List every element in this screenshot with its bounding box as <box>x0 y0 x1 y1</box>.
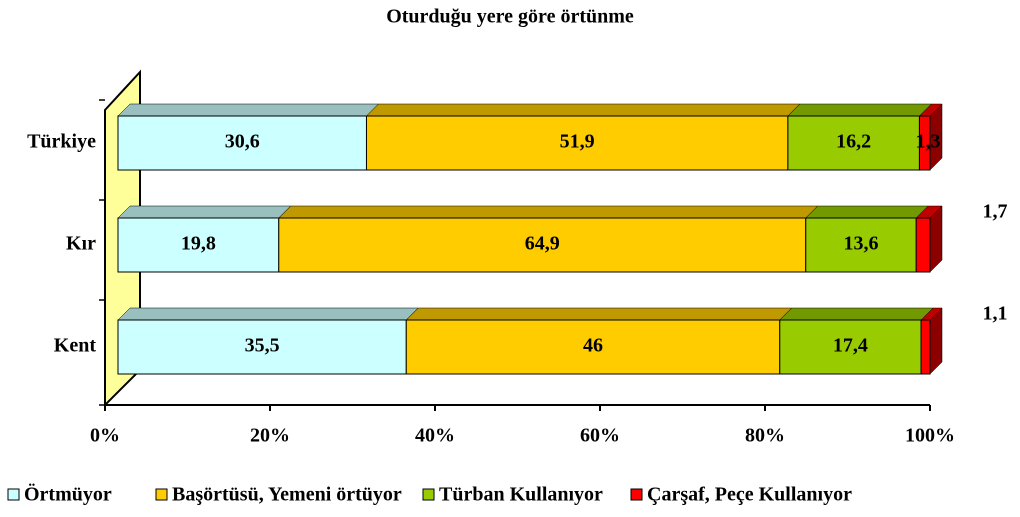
legend-swatch <box>630 488 643 501</box>
bar <box>920 319 931 375</box>
bar-top <box>779 307 934 321</box>
bar-side <box>929 205 943 273</box>
bar-top <box>805 205 929 219</box>
x-tick-label: 0% <box>90 425 120 447</box>
data-label: 30,6 <box>225 131 260 153</box>
bar <box>805 217 917 273</box>
data-label: 17,4 <box>833 335 868 357</box>
bar-top <box>405 307 793 321</box>
bar-top <box>117 307 419 321</box>
legend-label: Başörtüsü, Yemeni örtüyor <box>172 484 402 506</box>
y-tick-label: Kır <box>66 233 96 255</box>
y-tick-label: Türkiye <box>27 131 96 153</box>
bar-top <box>787 103 933 117</box>
x-tick-label: 40% <box>415 425 455 447</box>
bar <box>365 115 789 171</box>
data-label: 51,9 <box>560 131 595 153</box>
data-label: 1,3 <box>916 131 941 153</box>
data-label: 1,1 <box>983 303 1008 325</box>
data-label: 1,7 <box>983 201 1008 223</box>
x-tick-label: 80% <box>745 425 785 447</box>
bar <box>278 217 807 273</box>
bar <box>117 319 407 375</box>
data-label: 19,8 <box>181 233 216 255</box>
x-tick-label: 60% <box>580 425 620 447</box>
x-tick-label: 20% <box>250 425 290 447</box>
bar-top <box>278 205 819 219</box>
chart-title: Oturduğu yere göre örtünme <box>386 6 634 28</box>
bar-top <box>365 103 801 117</box>
bar-side <box>929 307 943 375</box>
bar <box>787 115 920 171</box>
bar <box>918 115 931 171</box>
bar-top <box>117 103 380 117</box>
bar <box>405 319 781 375</box>
y-tick-label: Kent <box>54 335 97 357</box>
data-label: 46 <box>583 335 603 357</box>
legend-label: Örtmüyor <box>24 483 112 506</box>
legend-label: Türban Kullanıyor <box>439 484 603 506</box>
data-label: 64,9 <box>525 233 560 255</box>
x-tick-label: 100% <box>905 425 955 447</box>
legend-swatch <box>7 488 20 501</box>
bar-top <box>117 205 292 219</box>
data-label: 16,2 <box>836 131 871 153</box>
data-label: 13,6 <box>843 233 878 255</box>
bar <box>915 217 931 273</box>
legend-swatch <box>155 488 168 501</box>
legend-label: Çarşaf, Peçe Kullanıyor <box>647 484 852 506</box>
legend-swatch <box>422 488 435 501</box>
bar <box>117 115 367 171</box>
data-label: 35,5 <box>245 335 280 357</box>
